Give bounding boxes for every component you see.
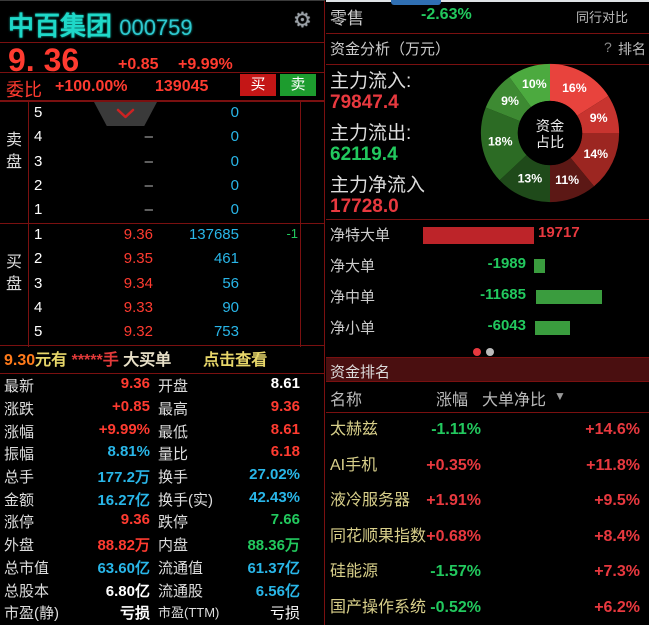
svg-text:14%: 14% — [584, 147, 609, 161]
svg-text:10%: 10% — [522, 77, 547, 91]
svg-text:占比: 占比 — [536, 135, 564, 151]
svg-text:9%: 9% — [590, 111, 608, 125]
svg-text:9%: 9% — [501, 94, 519, 108]
svg-text:11%: 11% — [555, 173, 579, 187]
svg-text:16%: 16% — [562, 81, 587, 95]
svg-text:资金: 资金 — [536, 119, 564, 135]
svg-text:18%: 18% — [488, 135, 513, 149]
svg-text:13%: 13% — [518, 172, 543, 186]
